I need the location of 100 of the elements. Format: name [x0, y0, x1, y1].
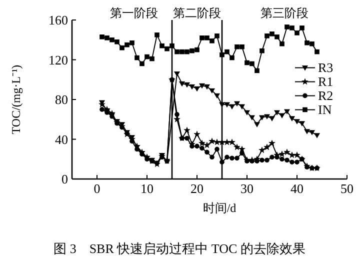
point	[210, 154, 214, 160]
point	[204, 150, 210, 155]
y-tick-label: 80	[55, 92, 68, 107]
point	[200, 146, 204, 151]
point	[280, 41, 284, 46]
y-tick-label: 120	[48, 52, 68, 68]
point	[270, 154, 274, 160]
legend-label: R2	[318, 88, 334, 104]
point	[134, 55, 140, 60]
point	[214, 146, 220, 152]
point	[240, 44, 244, 50]
point	[244, 60, 250, 66]
point	[294, 30, 300, 36]
point	[284, 158, 290, 163]
point	[280, 156, 284, 162]
point	[294, 160, 300, 165]
point	[110, 37, 114, 42]
point	[264, 158, 270, 163]
point	[200, 35, 204, 40]
point	[214, 34, 220, 38]
point	[204, 84, 210, 90]
point	[140, 61, 144, 66]
point	[174, 49, 180, 54]
x-tick-label: 0	[94, 181, 100, 196]
point	[264, 144, 270, 150]
y-tick-label: 40	[55, 132, 68, 147]
point	[314, 49, 320, 54]
x-tick-label: 30	[240, 181, 254, 196]
point	[184, 136, 190, 141]
point	[194, 47, 200, 52]
point	[150, 56, 154, 62]
point	[274, 110, 280, 116]
point	[160, 43, 164, 48]
point	[269, 116, 275, 122]
point	[189, 84, 195, 90]
point	[260, 48, 264, 54]
point	[234, 44, 240, 50]
point	[194, 144, 200, 149]
point	[100, 34, 104, 40]
point	[130, 40, 134, 46]
annotation: 第二阶段	[173, 6, 221, 20]
point	[309, 130, 315, 136]
point	[284, 109, 290, 114]
point	[229, 104, 235, 110]
point	[299, 121, 305, 126]
x-tick-label: 50	[340, 181, 354, 196]
y-axis-title: TOC/(mg·L⁻¹)	[9, 64, 23, 134]
point	[278, 150, 286, 158]
point	[174, 71, 180, 77]
point	[264, 34, 270, 38]
point	[260, 158, 264, 163]
point	[244, 110, 250, 116]
point	[304, 129, 310, 134]
point	[208, 138, 216, 144]
point	[284, 24, 290, 30]
point	[204, 142, 210, 148]
point	[304, 40, 310, 46]
point	[288, 152, 296, 158]
point	[314, 133, 320, 138]
point	[194, 86, 200, 92]
point	[274, 34, 280, 40]
x-tick-label: 40	[290, 181, 304, 196]
point	[310, 41, 314, 46]
point	[290, 160, 294, 165]
point	[104, 35, 110, 40]
point	[228, 138, 236, 146]
point	[174, 112, 180, 117]
point	[304, 164, 310, 170]
point	[234, 156, 240, 161]
point	[249, 115, 255, 120]
point	[209, 88, 215, 94]
point	[290, 26, 294, 30]
point	[184, 126, 190, 134]
point	[230, 55, 234, 60]
annotation: 第三阶段	[260, 6, 308, 20]
point	[254, 68, 260, 74]
point	[144, 54, 150, 60]
point	[224, 138, 230, 146]
annotation: 第一阶段	[110, 6, 158, 20]
point	[258, 146, 266, 154]
point	[204, 35, 210, 40]
point	[254, 158, 260, 164]
point	[184, 82, 190, 88]
text: 图 3 SBR 快速启动过程中 TOC 的去除效果	[54, 241, 306, 256]
y-tick-label: 160	[48, 12, 68, 28]
point	[194, 130, 200, 138]
point	[120, 45, 124, 50]
point	[240, 150, 244, 156]
legend-label: R3	[318, 60, 334, 76]
point	[184, 49, 190, 54]
point	[254, 122, 260, 128]
point	[270, 32, 274, 36]
point	[179, 81, 185, 87]
point	[289, 116, 295, 122]
point	[170, 43, 174, 48]
point	[230, 156, 234, 161]
point	[294, 119, 300, 124]
x-axis-title: 时间/d	[202, 201, 236, 215]
point	[259, 115, 265, 120]
y-tick-label: 0	[62, 172, 68, 186]
